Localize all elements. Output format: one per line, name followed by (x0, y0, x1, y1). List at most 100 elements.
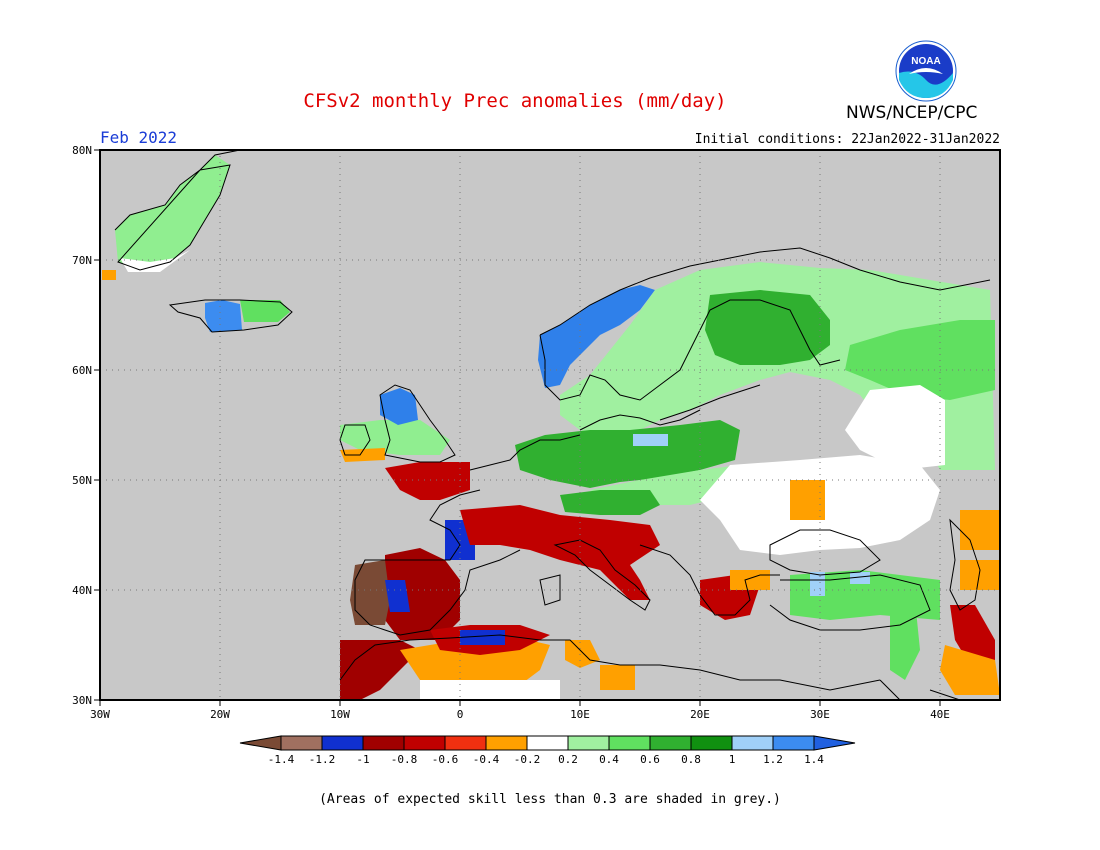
agency-label: NWS/NCEP/CPC (846, 103, 978, 123)
lon-tick-label: 30W (90, 708, 110, 721)
legend-swatch (526, 735, 569, 751)
legend-tick-label: -0.6 (432, 753, 459, 766)
patch-levant-green (890, 600, 920, 680)
legend-swatch (403, 735, 446, 751)
map-gridlines (100, 150, 1000, 700)
logo-bird (909, 68, 943, 74)
legend-tick-label: -0.4 (473, 753, 500, 766)
patch-france-red (385, 462, 470, 500)
target-month: Feb 2022 (100, 128, 178, 147)
lat-tick-label: 50N (72, 474, 92, 487)
coast-uk (339, 384, 456, 463)
legend-swatch (444, 735, 487, 751)
legend-tick-label: 0.6 (640, 753, 660, 766)
lon-tick-label: 10W (330, 708, 350, 721)
lon-tick-label: 40E (930, 708, 950, 721)
coast-western-europe (354, 434, 581, 636)
coast-black-sea (769, 529, 881, 576)
skill-footnote: (Areas of expected skill less than 0.3 a… (319, 792, 781, 807)
coast-italy (539, 539, 651, 611)
patch-tunisia-orange (565, 640, 600, 668)
lon-tick-label: 20W (210, 708, 230, 721)
patch-africa-white (420, 680, 560, 700)
patch-turkey-orange (730, 570, 770, 590)
patch-ukraine-orange (790, 480, 825, 520)
lon-tick-label: 30E (810, 708, 830, 721)
lon-tick-label: 0 (457, 708, 464, 721)
legend-swatch (280, 735, 323, 751)
patch-turkey-lightblue-2 (850, 572, 870, 584)
legend-tick-label: 0.4 (599, 753, 619, 766)
legend-swatch (321, 735, 364, 751)
legend-swatch (608, 735, 651, 751)
coast-scandinavia (539, 247, 991, 421)
patch-morocco-red (340, 640, 420, 700)
patch-spain-blue (385, 580, 410, 612)
legend-swatch (567, 735, 610, 751)
legend-tick-label: 0.8 (681, 753, 701, 766)
legend-tick-label: 0.2 (558, 753, 578, 766)
patch-algeria-orange (400, 638, 550, 690)
patch-iceland-blue (205, 300, 242, 332)
anomaly-patches (102, 155, 1000, 700)
patch-africa-blue (460, 630, 505, 645)
legend-tick-label: -0.8 (391, 753, 418, 766)
patch-iceland-green (240, 300, 290, 322)
legend-swatch (731, 735, 774, 751)
patch-finland-darkgreen (705, 290, 830, 365)
patch-portugal-brown (350, 560, 390, 625)
patch-libya-orange (600, 665, 635, 690)
legend-tick-label: -1 (356, 753, 369, 766)
coast-greenland (114, 149, 241, 271)
patch-spain-red (385, 548, 460, 640)
patch-alps-green (560, 490, 660, 515)
patch-ireland-orange (340, 448, 385, 462)
map-frame (99, 149, 1001, 701)
patch-scotland-blue (380, 388, 418, 425)
patch-greenland-orange (102, 270, 116, 280)
legend-tick-label: 1 (729, 753, 736, 766)
patch-greenland-green (115, 155, 230, 270)
map-axis-ticks: 30W 20W 10W 0 10E 20E 30E 40E 80N 70N 60N 50N 40N 30N (72, 144, 950, 721)
coast-red-sea (879, 679, 961, 701)
legend-tick-label: -1.2 (309, 753, 336, 766)
lat-tick-label: 60N (72, 364, 92, 377)
patch-russia-green (845, 320, 995, 400)
coast-turkey (769, 574, 931, 631)
lat-tick-label: 80N (72, 144, 92, 157)
map-plot-area: 30W 20W 10W 0 10E 20E 30E 40E 80N 70N 60N 50N 40N 30N (72, 144, 1001, 721)
lat-tick-label: 30N (72, 694, 92, 707)
legend-left-arrow (239, 735, 282, 751)
legend-tick-label: 1.2 (763, 753, 783, 766)
coast-north-africa (339, 634, 881, 691)
patch-uk-green (340, 420, 450, 455)
logo-wave (899, 71, 953, 98)
legend-swatch (362, 735, 405, 751)
coast-balkans (639, 544, 780, 616)
color-legend: -1.4 -1.2 -1 -0.8 -0.6 -0.4 -0.2 0.2 0.4 0.6 0.8 1 1… (239, 735, 856, 766)
noaa-logo: NOAA (895, 40, 957, 102)
patch-poland-lightblue (633, 434, 668, 446)
patch-turkey-lightblue (810, 572, 825, 596)
legend-swatch (690, 735, 733, 751)
logo-text: NOAA (911, 56, 940, 67)
patch-caspian-orange (960, 560, 1000, 590)
legend-swatch (485, 735, 528, 751)
coast-iceland (168, 299, 293, 333)
lat-tick-label: 70N (72, 254, 92, 267)
legend-tick-label: -1.4 (268, 753, 295, 766)
patch-east-orange (960, 510, 1000, 550)
lon-tick-label: 20E (690, 708, 710, 721)
map-title: CFSv2 monthly Prec anomalies (mm/day) (303, 90, 727, 112)
coastlines (114, 149, 991, 701)
patch-eastern-white (845, 385, 945, 470)
patch-iran-orange (940, 645, 1000, 695)
lon-tick-label: 10E (570, 708, 590, 721)
legend-swatch (649, 735, 692, 751)
legend-right-arrow (813, 735, 856, 751)
initial-conditions: Initial conditions: 22Jan2022-31Jan2022 (694, 132, 1000, 147)
legend-tick-label: 1.4 (804, 753, 824, 766)
patch-greenland-white (120, 250, 190, 272)
lat-tick-label: 40N (72, 584, 92, 597)
